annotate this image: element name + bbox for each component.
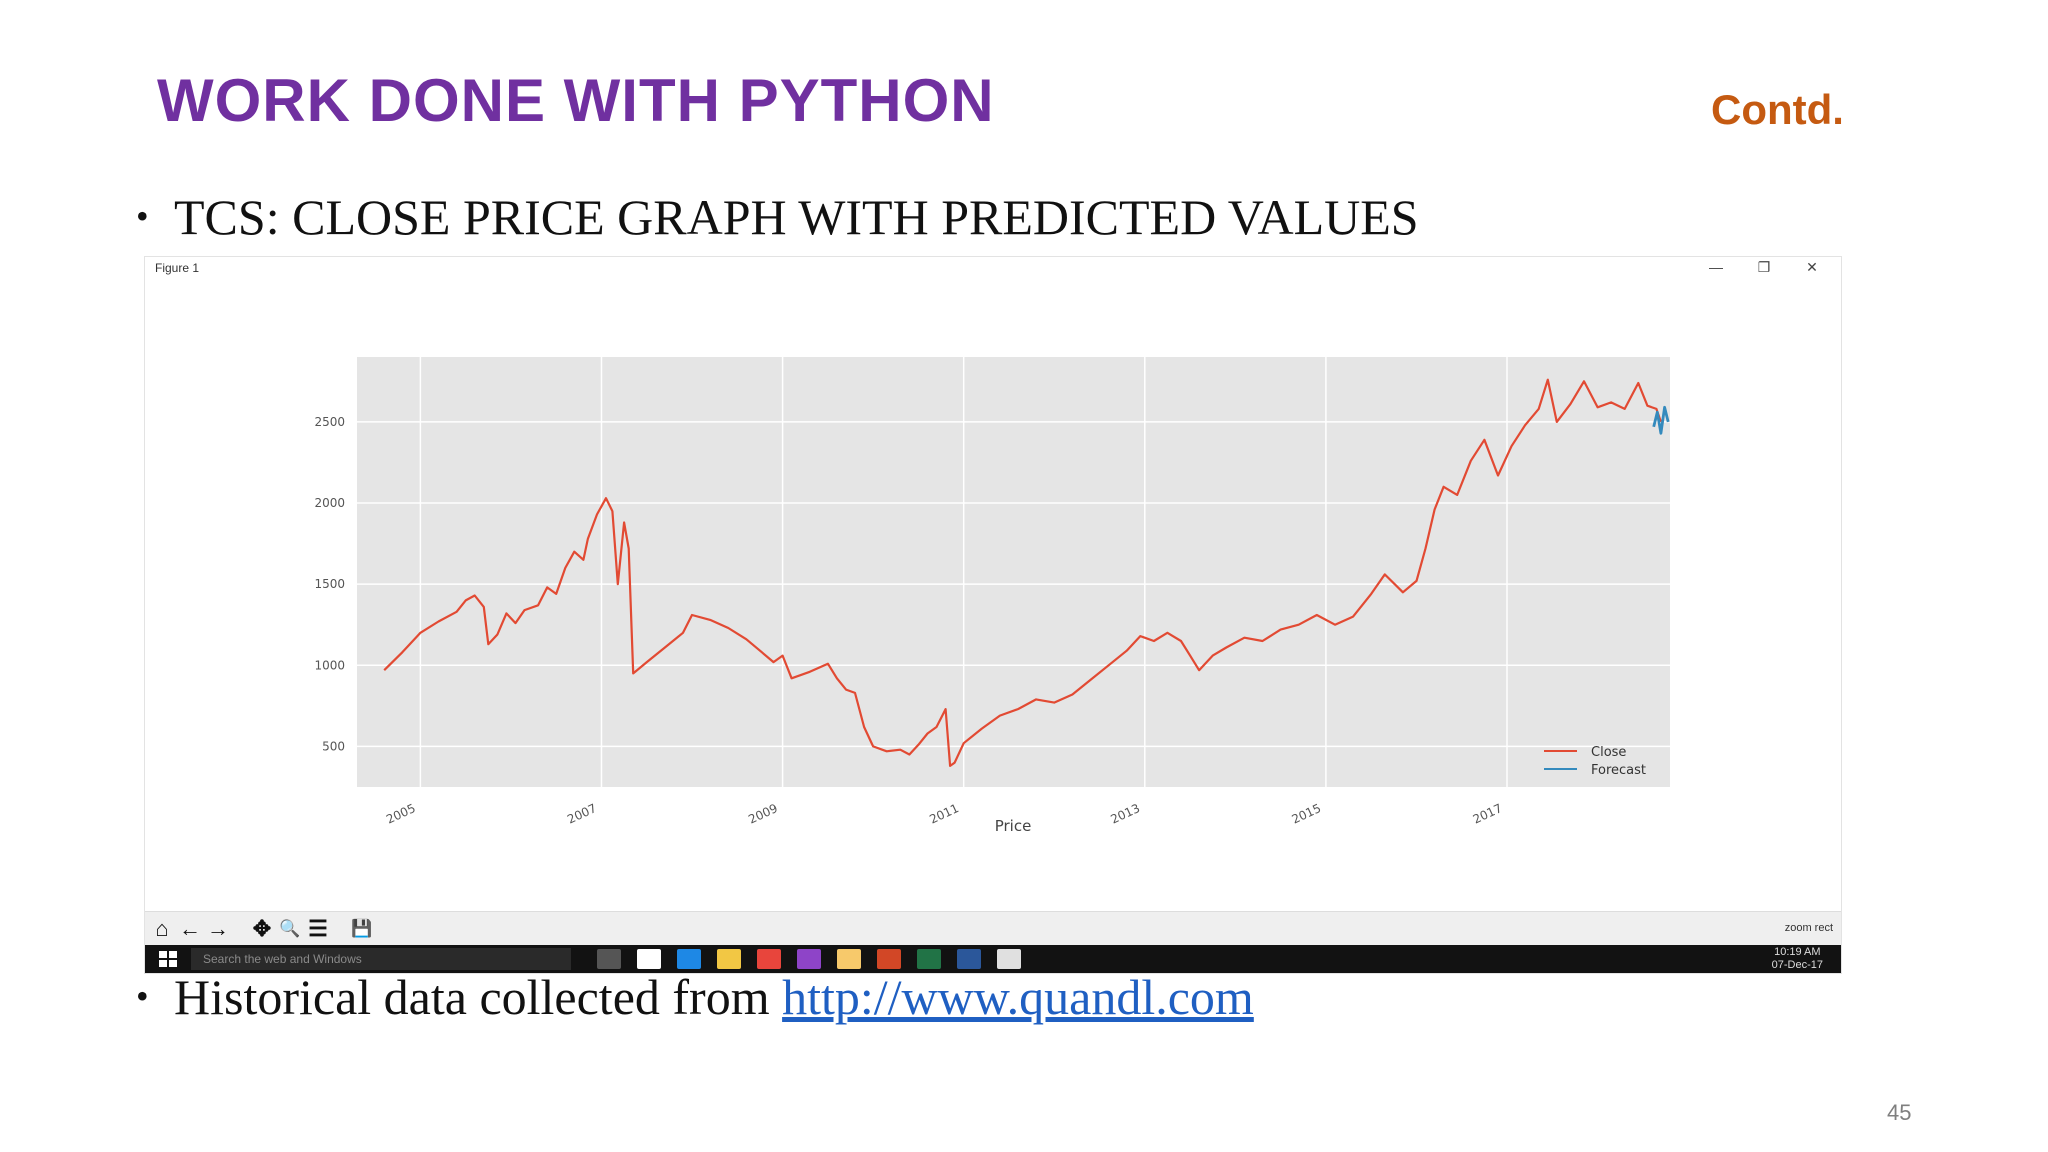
y-tick-label: 1500 [314,577,345,591]
slide-title: WORK DONE WITH PYTHON [157,67,995,134]
window-title: Figure 1 [155,261,200,275]
x-axis-label: Price [995,817,1032,835]
forward-arrow-icon[interactable]: → [207,916,229,941]
store-icon[interactable] [637,949,661,969]
x-tick-label: 2009 [746,801,780,827]
x-tick-label: 2007 [565,801,599,827]
window-titlebar: Figure 1 — ❐ ✕ [145,257,1841,283]
taskbar-search-box[interactable]: Search the web and Windows [191,948,571,970]
windows-taskbar: Search the web and Windows 10:19 AM 07-D… [145,945,1841,973]
bullet-item: • TCS: CLOSE PRICE GRAPH WITH PREDICTED V… [136,188,1419,246]
legend-forecast-label: Forecast [1591,763,1646,778]
word-icon[interactable] [957,949,981,969]
plot-area [357,357,1670,787]
series-line-forecast [1652,405,1670,435]
grid [357,357,1670,787]
taskbar-date: 07-Dec-17 [1771,959,1823,971]
bullet-item: • Historical data collected from http://w… [136,968,1254,1026]
x-tick-label: 2005 [384,801,418,827]
maximize-button[interactable]: ❐ [1757,259,1771,275]
bullet-dot: • [136,976,149,1016]
chart: 500 1000 1500 2000 2500 2005 2007 2009 2011 2013 2… [314,357,1670,835]
chrome-icon[interactable] [757,949,781,969]
close-button[interactable]: ✕ [1806,259,1818,275]
onedrive-icon[interactable] [837,949,861,969]
series-line-close [383,378,1662,767]
powerpoint-icon[interactable] [877,949,901,969]
zoom-icon[interactable]: 🔍 [279,919,301,938]
minimize-button[interactable]: — [1709,259,1723,275]
quandl-link[interactable]: http://www.quandl.com [782,969,1254,1025]
y-tick-label: 500 [322,739,345,753]
x-tick-label: 2011 [927,801,961,827]
series-layer [383,378,1670,767]
file-explorer-icon[interactable] [717,949,741,969]
subplots-icon[interactable]: ☰ [308,916,328,941]
embedded-screenshot: Figure 1 — ❐ ✕ 500 1000 1500 2000 2500 2005 20… [144,256,1842,974]
save-icon[interactable]: 💾 [351,919,373,938]
plot-toolbar: ⌂ ← → ✥ 🔍 ☰ 💾 zoom rect [145,911,1841,946]
pan-icon[interactable]: ✥ [252,916,272,941]
home-icon[interactable]: ⌂ [155,916,169,941]
y-tick-label: 2500 [314,415,345,429]
task-view-icon[interactable] [597,949,621,969]
y-tick-label: 1000 [314,658,345,672]
y-tick-label: 2000 [314,496,345,510]
visual-studio-icon[interactable] [797,949,821,969]
contd-label: Contd. [1711,86,1844,133]
page-number: 45 [1887,1100,1912,1125]
excel-icon[interactable] [917,949,941,969]
windows-start-icon[interactable] [159,951,177,967]
paint-icon[interactable] [997,949,1021,969]
x-tick-label: 2013 [1108,801,1142,827]
legend-close-label: Close [1591,745,1626,760]
bullet-dot: • [136,196,149,236]
back-arrow-icon[interactable]: ← [179,916,201,941]
edge-icon[interactable] [677,949,701,969]
legend: Close Forecast [1544,745,1646,778]
x-tick-label: 2017 [1471,801,1505,827]
taskbar-search-placeholder: Search the web and Windows [203,952,362,966]
x-tick-label: 2015 [1290,801,1324,827]
taskbar-time: 10:19 AM [1774,946,1821,958]
bullet-text: TCS: CLOSE PRICE GRAPH WITH PREDICTED VA… [174,189,1419,245]
bullet-text: Historical data collected from [174,969,783,1025]
toolbar-mode-text: zoom rect [1784,922,1833,934]
taskbar-clock[interactable]: 10:19 AM 07-Dec-17 [1772,946,1823,972]
